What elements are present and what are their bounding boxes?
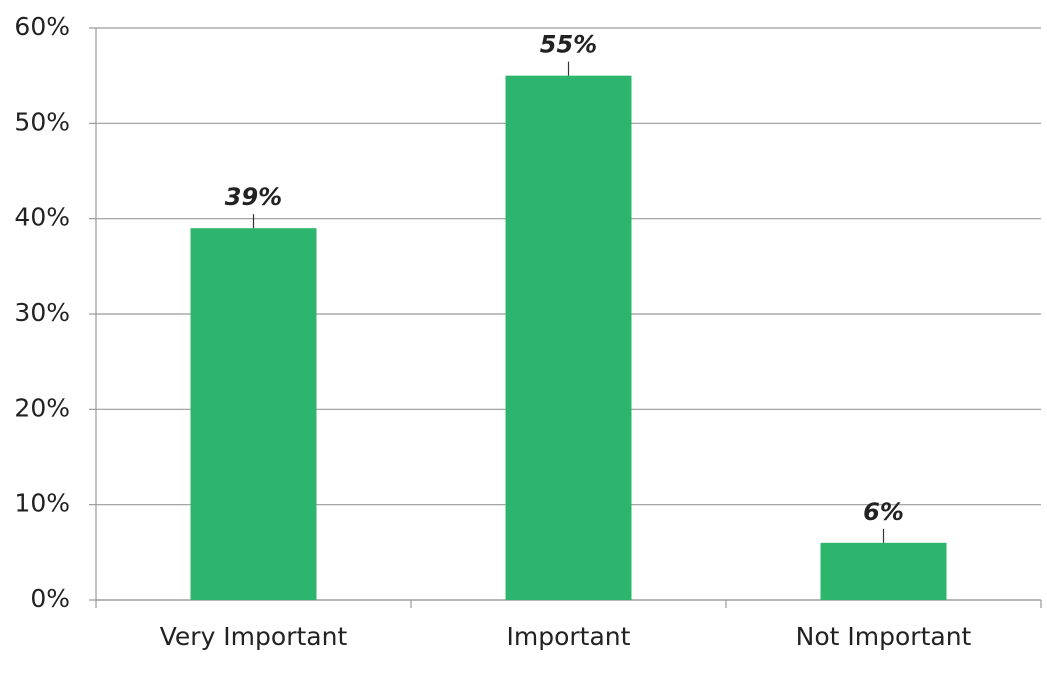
bar <box>820 542 947 600</box>
value-label: 6% <box>863 498 904 526</box>
y-tick-label: 20% <box>14 393 70 422</box>
bar <box>505 75 632 600</box>
x-tick-label: Important <box>507 622 631 651</box>
value-label: 39% <box>225 183 282 211</box>
y-tick-label: 10% <box>14 489 70 518</box>
bar <box>190 228 317 600</box>
value-label: 55% <box>540 31 597 59</box>
x-tick-label: Very Important <box>160 622 348 651</box>
y-tick-label: 40% <box>14 203 70 232</box>
x-tick-label: Not Important <box>796 622 972 651</box>
y-tick-label: 30% <box>14 298 70 327</box>
y-tick-label: 50% <box>14 107 70 136</box>
y-tick-label: 0% <box>30 584 70 613</box>
y-tick-label: 60% <box>14 12 70 41</box>
